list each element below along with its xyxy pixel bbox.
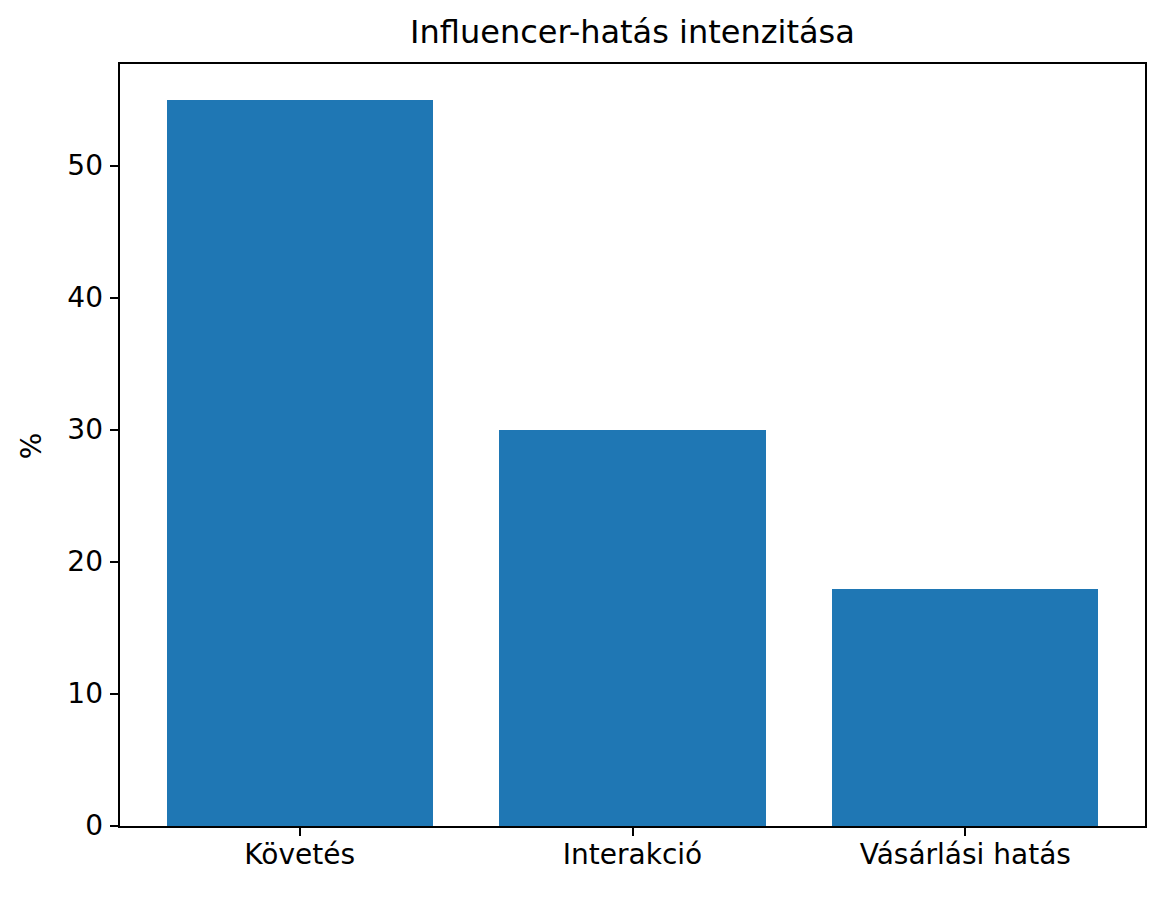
y-axis-label: % (18, 433, 46, 460)
y-tick-mark (110, 825, 118, 827)
y-tick-label: 50 (67, 152, 103, 180)
y-tick-label: 10 (67, 680, 103, 708)
bar (167, 100, 433, 826)
x-tick-label: Vásárlási hatás (860, 839, 1071, 871)
y-tick-label: 30 (67, 416, 103, 444)
bar (499, 430, 765, 826)
y-tick-mark (110, 561, 118, 563)
x-tick-label: Interakció (563, 839, 702, 871)
x-tick-mark (964, 828, 966, 836)
x-tick-mark (299, 828, 301, 836)
y-tick-mark (110, 693, 118, 695)
y-tick-label: 0 (85, 812, 103, 840)
chart-title: Influencer-hatás intenzitása (118, 16, 1147, 48)
y-tick-mark (110, 297, 118, 299)
y-tick-mark (110, 165, 118, 167)
y-tick-mark (110, 429, 118, 431)
x-tick-label: Követés (244, 839, 355, 871)
plot-area: 01020304050 KövetésInterakcióVásárlási h… (118, 62, 1147, 828)
x-tick-mark (632, 828, 634, 836)
y-tick-label: 20 (67, 548, 103, 576)
figure: Influencer-hatás intenzitása % 010203040… (0, 0, 1167, 900)
bar (832, 589, 1098, 827)
y-tick-label: 40 (67, 284, 103, 312)
